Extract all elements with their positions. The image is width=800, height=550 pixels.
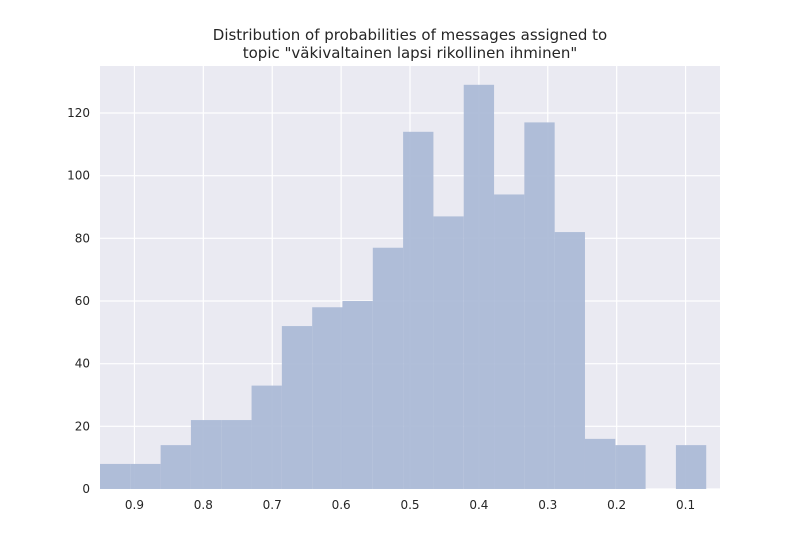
x-tick-label: 0.2 [607,498,626,512]
histogram-bar [403,131,434,490]
histogram-bar [281,326,313,489]
x-tick-label: 0.8 [194,498,213,512]
x-tick-label: 0.7 [263,498,282,512]
histogram-bar [130,463,161,489]
histogram-bar [100,463,131,489]
histogram-bars [100,84,707,490]
histogram-bar [372,247,404,489]
y-tick-label: 100 [67,169,90,183]
chart-title-line-1: Distribution of probabilities of message… [213,26,607,44]
y-axis-ticks: 0 20 40 60 80 100 120 [67,106,90,496]
y-tick-label: 40 [75,357,90,371]
y-tick-label: 80 [75,231,90,245]
histogram-bar [312,307,343,489]
y-tick-label: 120 [67,106,90,120]
x-tick-label: 0.1 [676,498,695,512]
histogram-bar [675,445,707,489]
y-tick-label: 60 [75,294,90,308]
x-tick-label: 0.4 [469,498,488,512]
x-tick-label: 0.6 [332,498,351,512]
x-tick-label: 0.5 [400,498,419,512]
y-tick-label: 20 [75,419,90,433]
histogram-bar [190,420,222,489]
histogram-bar [554,232,585,490]
histogram-bar [221,420,252,489]
x-tick-label: 0.3 [538,498,557,512]
chart-title-line-2: topic "väkivaltainen lapsi rikollinen ih… [243,44,577,62]
x-axis-ticks: 0.9 0.8 0.7 0.6 0.5 0.4 0.3 0.2 0.1 [125,498,695,512]
y-tick-label: 0 [82,482,90,496]
x-tick-label: 0.9 [125,498,144,512]
histogram-bar [524,122,555,490]
histogram-bar [160,445,191,489]
histogram-bar [342,301,373,489]
histogram-bar [433,216,464,489]
histogram-bar [584,438,616,489]
histogram-bar [494,194,525,489]
histogram-bar [615,445,646,489]
histogram-bar [463,84,495,490]
histogram-bar [251,385,282,489]
